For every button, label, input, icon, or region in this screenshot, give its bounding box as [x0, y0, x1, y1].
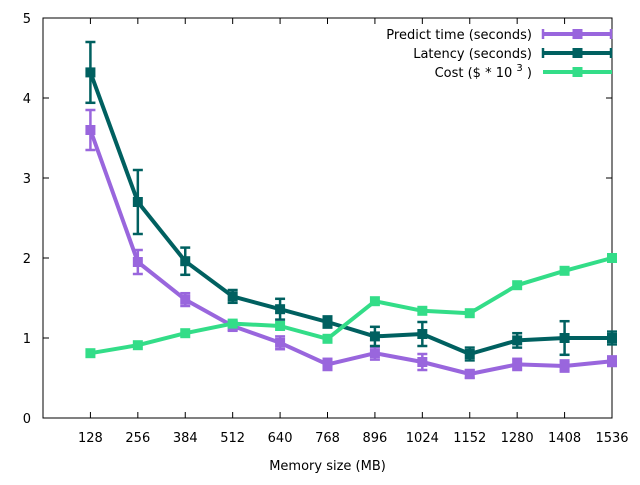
x-tick-label: 768 [315, 431, 340, 446]
data-point [85, 125, 96, 135]
y-tick-label: 0 [23, 412, 31, 427]
data-point [275, 304, 286, 315]
data-point [607, 356, 617, 367]
x-tick-label: 384 [173, 431, 198, 446]
data-point [132, 340, 143, 351]
series-1 [85, 108, 617, 380]
legend: Predict time (seconds)Latency (seconds)C… [386, 28, 613, 81]
x-tick-label: 1280 [501, 431, 534, 446]
data-point [417, 329, 428, 339]
x-tick-label: 1408 [548, 431, 581, 446]
data-point [180, 328, 191, 339]
series-line [88, 129, 613, 376]
legend-label: Cost ($ * 10 3 ) [435, 63, 532, 81]
data-point [132, 197, 143, 207]
data-point [227, 318, 238, 329]
x-tick-label: 640 [268, 431, 293, 446]
legend-label-text: ) [523, 66, 532, 81]
series-3 [85, 253, 617, 359]
data-point [275, 321, 286, 331]
y-tick-label: 3 [23, 172, 31, 187]
data-point [180, 294, 191, 305]
data-point [369, 296, 380, 307]
data-point [464, 369, 475, 379]
data-point [275, 337, 286, 348]
data-point [322, 317, 333, 327]
data-point [417, 305, 428, 316]
series-2 [85, 40, 617, 362]
data-point [512, 359, 523, 370]
data-point [322, 359, 333, 370]
y-tick-label: 2 [23, 252, 31, 267]
legend-label-text: Cost ($ * 10 [435, 66, 517, 81]
legend-marker [572, 29, 583, 39]
data-point [180, 256, 191, 267]
x-axis-title: Memory size (MB) [269, 459, 386, 474]
y-tick-label: 5 [23, 12, 31, 27]
data-point [512, 280, 523, 291]
data-point [369, 348, 380, 359]
data-point [464, 308, 475, 319]
y-tick-label: 1 [23, 332, 31, 347]
data-point [559, 333, 570, 343]
data-point [85, 348, 96, 359]
legend-label: Latency (seconds) [413, 47, 532, 62]
legend-marker [572, 48, 583, 58]
data-point [607, 253, 617, 263]
data-point [227, 291, 238, 302]
legend-entry: Cost ($ * 10 3 ) [435, 63, 612, 81]
legend-entry: Latency (seconds) [413, 47, 613, 62]
y-tick-label: 4 [23, 92, 31, 107]
series-line [90, 256, 613, 356]
legend-entry: Predict time (seconds) [386, 28, 613, 43]
data-point [132, 257, 143, 267]
legend-label-superscript: 3 [516, 63, 522, 74]
data-point [559, 361, 570, 371]
x-tick-label: 1024 [406, 431, 439, 446]
data-point [559, 265, 570, 276]
x-tick-label: 256 [125, 431, 150, 446]
axis-ticks: 0 1 2 3 4 5 128 256 384 512 640 768 896 1024 1152 1280 1… [23, 12, 629, 446]
data-point [464, 349, 475, 359]
x-tick-label: 1152 [453, 431, 486, 446]
data-point [417, 357, 428, 367]
legend-label: Predict time (seconds) [386, 28, 532, 43]
series-line [88, 71, 612, 356]
x-tick-label: 128 [78, 431, 103, 446]
legend-marker [572, 67, 583, 77]
data-point [512, 335, 523, 346]
x-tick-label: 512 [220, 431, 245, 446]
x-tick-label: 1536 [595, 431, 628, 446]
data-point [85, 67, 96, 78]
x-tick-label: 896 [363, 431, 388, 446]
series-layer [85, 40, 617, 380]
data-point [607, 333, 617, 343]
data-point [369, 331, 380, 342]
data-point [322, 333, 333, 344]
